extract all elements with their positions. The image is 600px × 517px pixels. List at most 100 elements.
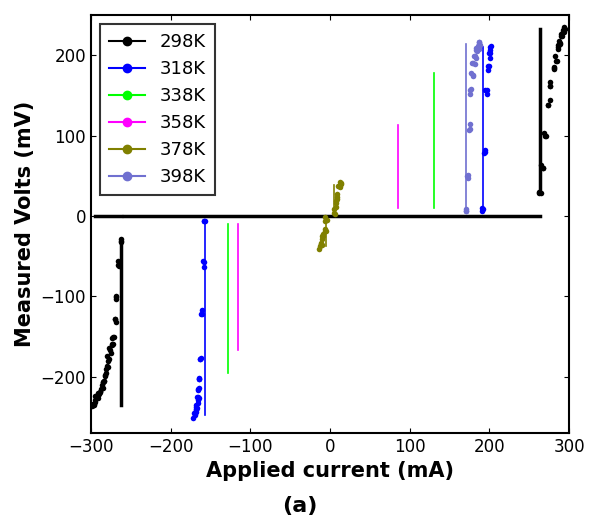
- Point: [557, 30, 566, 38]
- Point: [231, 256, 241, 265]
- Point: [226, 290, 236, 298]
- Point: [408, 123, 418, 131]
- Text: (a): (a): [283, 496, 317, 516]
- Point: [438, 117, 448, 126]
- Point: [442, 93, 452, 101]
- Point: [434, 130, 444, 139]
- Point: [191, 404, 201, 413]
- Point: [197, 306, 206, 314]
- Point: [213, 316, 223, 325]
- Point: [399, 158, 409, 166]
- Point: [440, 96, 450, 104]
- Point: [226, 299, 235, 307]
- Point: [314, 245, 323, 253]
- Point: [467, 59, 477, 68]
- Point: [97, 385, 106, 393]
- Point: [545, 82, 555, 90]
- Point: [320, 227, 329, 235]
- Point: [214, 341, 224, 349]
- Point: [535, 189, 544, 197]
- Point: [549, 63, 559, 71]
- Point: [464, 126, 473, 134]
- Point: [482, 86, 492, 94]
- Point: [545, 96, 554, 104]
- Point: [227, 288, 237, 296]
- Point: [207, 347, 217, 356]
- Point: [203, 363, 213, 371]
- Point: [397, 154, 406, 162]
- Point: [316, 239, 326, 248]
- Point: [411, 118, 421, 127]
- Point: [116, 235, 125, 244]
- Point: [99, 377, 109, 385]
- Point: [331, 203, 341, 211]
- Point: [473, 47, 482, 55]
- Point: [462, 172, 472, 180]
- Point: [214, 344, 223, 353]
- Point: [465, 120, 475, 129]
- Point: [332, 194, 341, 203]
- Point: [440, 104, 449, 112]
- Point: [559, 28, 568, 37]
- Point: [113, 257, 123, 265]
- Point: [199, 367, 208, 375]
- Point: [227, 291, 237, 299]
- Point: [218, 269, 227, 278]
- Point: [101, 365, 110, 373]
- Point: [220, 254, 230, 263]
- Point: [407, 121, 416, 130]
- Point: [211, 325, 221, 333]
- Point: [90, 398, 100, 406]
- Point: [214, 304, 224, 312]
- Point: [474, 40, 484, 48]
- Point: [320, 212, 329, 221]
- Point: [200, 363, 210, 371]
- Point: [443, 82, 453, 90]
- Point: [220, 330, 229, 338]
- Point: [211, 335, 220, 343]
- Point: [439, 109, 448, 117]
- Point: [410, 124, 419, 132]
- Point: [196, 310, 206, 318]
- Point: [438, 109, 448, 117]
- Point: [336, 179, 346, 187]
- Point: [454, 66, 463, 74]
- Point: [408, 121, 418, 130]
- Point: [90, 396, 100, 404]
- X-axis label: Applied current (mA): Applied current (mA): [206, 461, 454, 481]
- Point: [193, 404, 202, 412]
- Point: [115, 262, 124, 270]
- Point: [191, 405, 200, 414]
- Point: [442, 95, 452, 103]
- Point: [208, 338, 218, 346]
- Point: [112, 293, 121, 301]
- Point: [464, 171, 473, 179]
- Point: [193, 385, 203, 393]
- Point: [484, 49, 494, 57]
- Point: [194, 374, 204, 382]
- Point: [446, 79, 455, 87]
- Point: [431, 189, 441, 197]
- Point: [110, 315, 120, 324]
- Point: [543, 100, 553, 109]
- Point: [479, 148, 488, 157]
- Point: [109, 333, 118, 342]
- Point: [217, 339, 227, 347]
- Point: [200, 258, 209, 266]
- Point: [409, 124, 418, 132]
- Point: [406, 128, 415, 136]
- Point: [322, 216, 332, 224]
- Point: [104, 357, 113, 366]
- Point: [199, 370, 208, 378]
- Point: [536, 189, 545, 197]
- Point: [223, 217, 232, 225]
- Point: [205, 352, 215, 360]
- Point: [104, 355, 114, 363]
- Point: [484, 62, 493, 70]
- Point: [210, 331, 220, 339]
- Point: [430, 185, 440, 193]
- Point: [233, 217, 243, 225]
- Point: [191, 408, 201, 416]
- Point: [538, 164, 548, 172]
- Point: [320, 217, 330, 225]
